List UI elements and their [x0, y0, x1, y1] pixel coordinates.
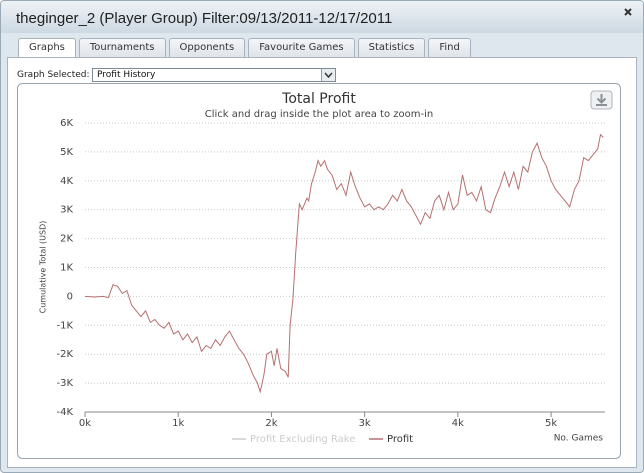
title-bar: theginger_2 (Player Group) Filter:09/13/…	[1, 1, 643, 33]
tab[interactable]: Graphs	[18, 38, 76, 58]
y-tick-label: -4K	[56, 407, 73, 418]
chart-frame	[17, 83, 621, 459]
y-tick-label: 4K	[60, 176, 73, 187]
tab-bar: Graphs Tournaments Opponents Favourite Game…	[18, 38, 474, 58]
series-line	[84, 133, 604, 394]
y-tick-label: -3K	[56, 378, 73, 389]
graph-select[interactable]: Profit History	[92, 68, 336, 82]
select-arrow[interactable]	[321, 69, 335, 81]
y-tick-label: -1K	[56, 320, 73, 331]
chart-title: Total Profit	[281, 91, 356, 107]
x-tick-label: 1k	[172, 418, 184, 429]
tab[interactable]: Opponents	[168, 38, 246, 58]
window-title: theginger_2 (Player Group) Filter:09/13/…	[16, 10, 393, 27]
legend-label[interactable]: Profit	[387, 434, 413, 445]
y-tick-label: 3K	[60, 205, 73, 216]
x-tick-label: 0k	[79, 418, 91, 429]
y-tick-label: 1K	[60, 263, 73, 274]
y-tick-label: 5K	[60, 147, 73, 158]
tab[interactable]: Find	[428, 38, 471, 58]
y-axis-title: Cumulative Total (USD)	[39, 221, 48, 314]
close-button[interactable]	[622, 6, 634, 18]
download-button[interactable]	[590, 90, 613, 110]
tab[interactable]: Statistics	[357, 38, 426, 58]
x-tick-label: 2k	[265, 418, 277, 429]
y-tick-label: 2K	[60, 234, 73, 245]
chart-subtitle: Click and drag inside the plot area to z…	[205, 109, 433, 120]
x-tick-label: 3k	[359, 418, 371, 429]
y-tick-label: -2K	[56, 349, 73, 360]
select-value: Profit History	[97, 70, 156, 80]
x-axis-title: No. Games	[554, 434, 604, 444]
selector-label: Graph Selected:	[17, 70, 90, 80]
y-tick-label: 0	[67, 291, 73, 302]
x-tick-label: 4k	[452, 418, 464, 429]
x-tick-label: 5k	[545, 418, 557, 429]
chart: Total Profit Click and drag inside the p…	[17, 83, 621, 459]
tab[interactable]: Tournaments	[78, 38, 166, 58]
legend-label[interactable]: Profit Excluding Rake	[250, 434, 355, 445]
y-tick-label: 6K	[60, 118, 73, 129]
tab[interactable]: Favourite Games	[248, 38, 355, 58]
